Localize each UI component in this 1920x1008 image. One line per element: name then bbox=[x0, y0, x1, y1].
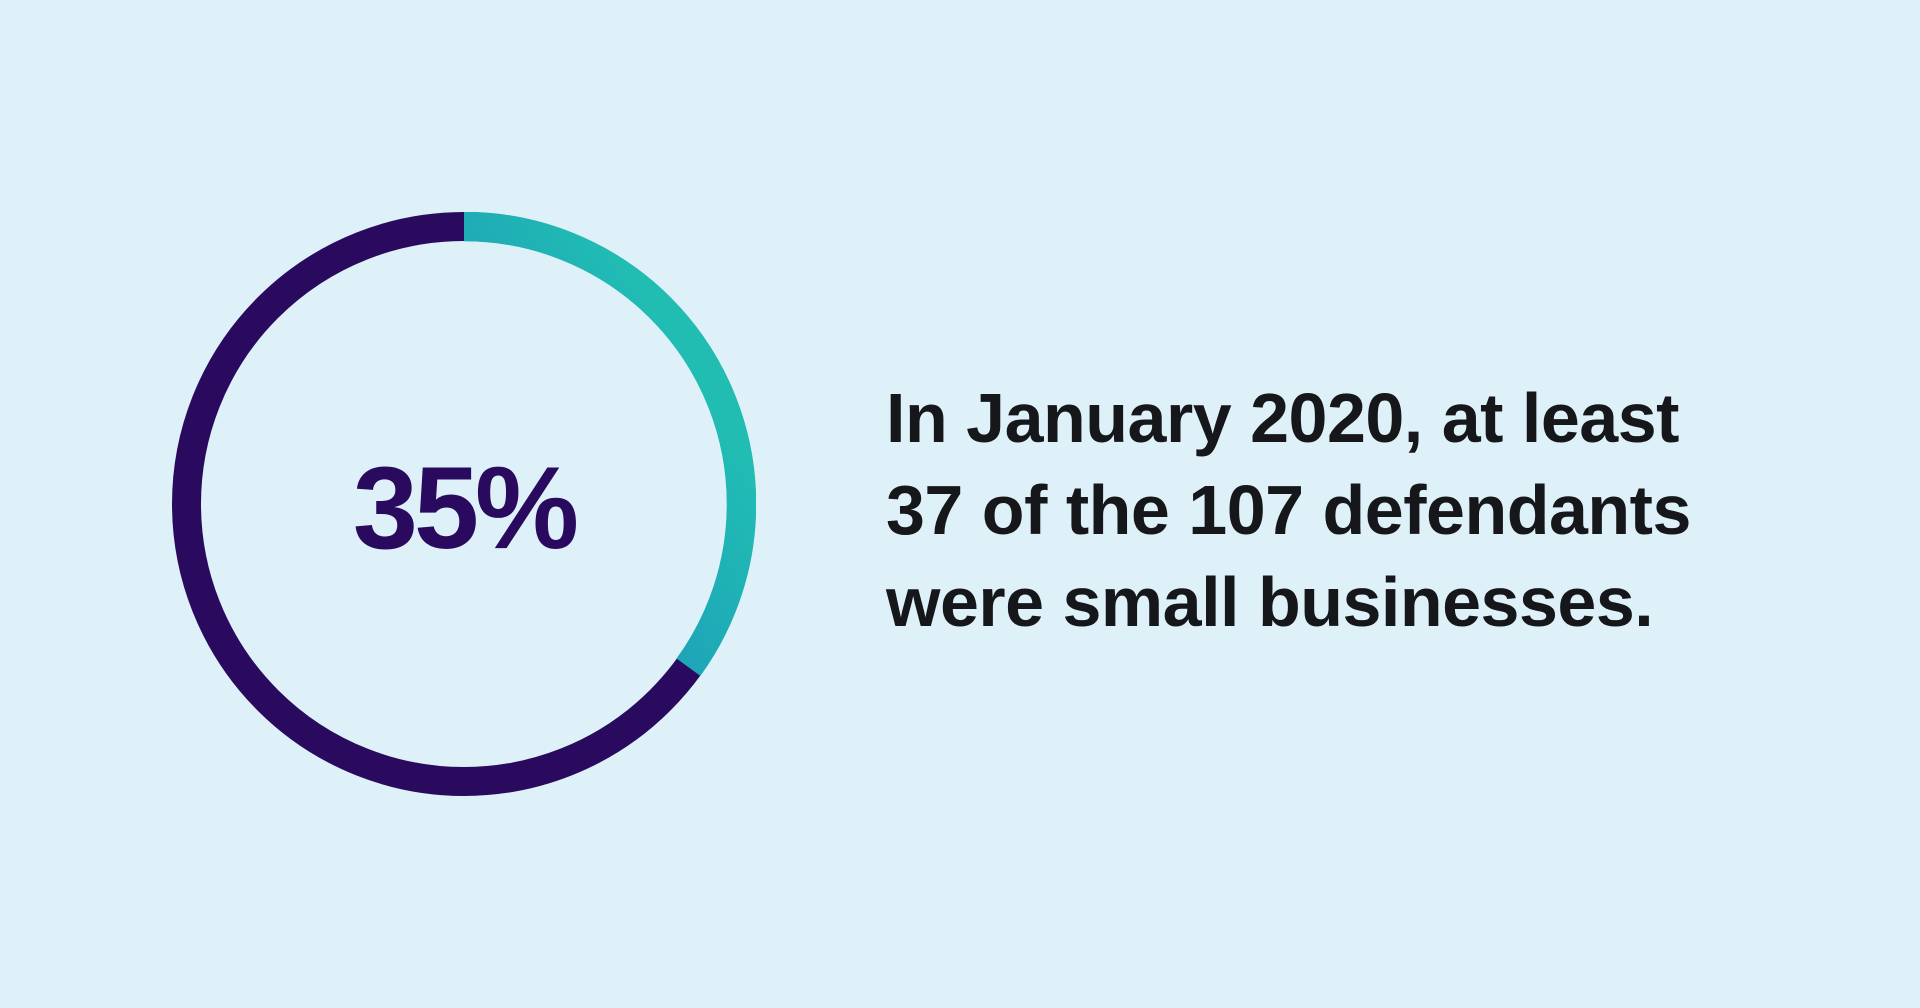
donut-ring-graphic bbox=[172, 212, 756, 796]
stat-caption: In January 2020, at least 37 of the 107 … bbox=[886, 372, 1726, 648]
progress-ring-chart: 35% bbox=[172, 212, 756, 796]
caption-line-1: In January 2020, at least bbox=[886, 379, 1679, 457]
caption-line-2: 37 of the 107 defendants bbox=[886, 471, 1691, 549]
caption-line-3: were small businesses. bbox=[886, 563, 1654, 641]
ring-highlight-arc bbox=[172, 212, 756, 796]
percentage-value: 35% bbox=[352, 441, 579, 573]
